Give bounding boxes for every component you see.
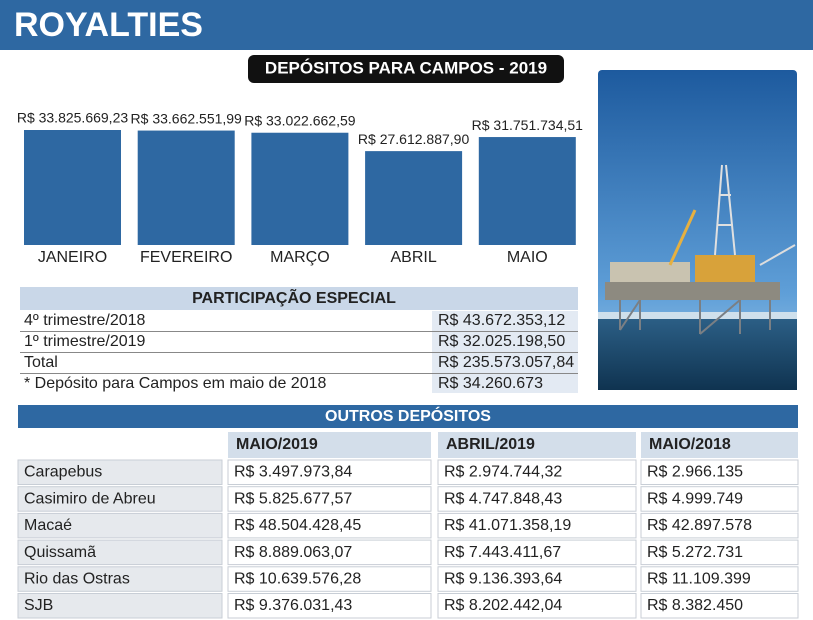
row-value: R$ 32.025.198,50 bbox=[438, 333, 565, 350]
category-label: JANEIRO bbox=[38, 249, 107, 266]
table-header-bg bbox=[20, 287, 578, 310]
cell-value: R$ 2.974.744,32 bbox=[444, 464, 562, 481]
cell-value: R$ 7.443.411,67 bbox=[444, 544, 561, 561]
header-title: ROYALTIES bbox=[14, 6, 203, 44]
bar bbox=[24, 130, 121, 245]
cell-value: R$ 2.966.135 bbox=[647, 464, 743, 481]
table-title: PARTICIPAÇÃO ESPECIAL bbox=[192, 287, 396, 307]
column-header-bg bbox=[228, 432, 431, 458]
cell-bg bbox=[17, 566, 223, 592]
cell-value: R$ 8.202.442,04 bbox=[444, 597, 562, 614]
platform-photo bbox=[598, 70, 797, 390]
cell-bg bbox=[437, 593, 637, 619]
cell-bg bbox=[17, 459, 223, 485]
category-label: MARÇO bbox=[270, 249, 330, 266]
cell-value: R$ 10.639.576,28 bbox=[234, 571, 361, 588]
bar bbox=[137, 130, 235, 245]
row-label: * Depósito para Campos em maio de 2018 bbox=[24, 375, 326, 392]
row-value: R$ 34.260.673 bbox=[438, 375, 543, 392]
row-label: 1º trimestre/2019 bbox=[24, 333, 146, 350]
cell-bg bbox=[17, 512, 223, 539]
cell-bg bbox=[227, 566, 432, 592]
cell-value: R$ 42.897.578 bbox=[647, 517, 752, 534]
row-label: 4º trimestre/2018 bbox=[24, 312, 146, 329]
cell-label: SJB bbox=[24, 597, 53, 614]
row-value: R$ 235.573.057,84 bbox=[438, 354, 574, 371]
cell-bg bbox=[17, 593, 223, 619]
cell-bg bbox=[437, 512, 637, 539]
cell-value: R$ 11.109.399 bbox=[647, 571, 751, 588]
cell-bg bbox=[227, 593, 432, 619]
value-label: R$ 27.612.887,90 bbox=[358, 131, 470, 147]
cell-bg bbox=[17, 539, 223, 566]
cell-label: Quissamã bbox=[24, 544, 96, 561]
cell-bg bbox=[640, 486, 799, 512]
column-header: MAIO/2019 bbox=[236, 436, 318, 453]
bar bbox=[251, 132, 349, 245]
category-label: FEVEREIRO bbox=[140, 249, 232, 266]
chart-title-box bbox=[248, 55, 564, 83]
column-header: MAIO/2018 bbox=[649, 436, 731, 453]
bar bbox=[478, 137, 576, 245]
cell-value: R$ 48.504.428,45 bbox=[234, 517, 361, 534]
cell-value: R$ 5.272.731 bbox=[647, 544, 743, 561]
cell-bg bbox=[640, 566, 799, 592]
value-label: R$ 33.825.669,23 bbox=[17, 110, 129, 126]
cell-bg bbox=[437, 539, 637, 566]
cell-value: R$ 3.497.973,84 bbox=[234, 464, 352, 481]
chart-title: DEPÓSITOS PARA CAMPOS - 2019 bbox=[265, 58, 547, 77]
cell-bg bbox=[437, 486, 637, 512]
cell-bg bbox=[227, 539, 432, 566]
cell-bg bbox=[227, 512, 432, 539]
cell-bg bbox=[437, 566, 637, 592]
cell-bg bbox=[640, 593, 799, 619]
cell-label: Casimiro de Abreu bbox=[24, 490, 156, 507]
column-header: ABRIL/2019 bbox=[446, 436, 535, 453]
table-title: OUTROS DEPÓSITOS bbox=[325, 406, 491, 425]
header-bar bbox=[0, 0, 813, 50]
column-header-bg bbox=[641, 432, 798, 458]
cell-value: R$ 9.376.031,43 bbox=[234, 597, 352, 614]
cell-value: R$ 41.071.358,19 bbox=[444, 517, 571, 534]
category-label: MAIO bbox=[507, 249, 548, 266]
cell-value: R$ 8.889.063,07 bbox=[234, 544, 352, 561]
row-label: Total bbox=[24, 354, 58, 371]
cell-value: R$ 8.382.450 bbox=[647, 597, 743, 614]
cell-label: Rio das Ostras bbox=[24, 571, 130, 588]
cell-value: R$ 5.825.677,57 bbox=[234, 490, 352, 507]
row-value: R$ 43.672.353,12 bbox=[438, 312, 565, 329]
bar bbox=[365, 151, 463, 245]
cell-bg bbox=[17, 486, 223, 512]
cell-bg bbox=[227, 486, 432, 512]
value-label: R$ 31.751.734,51 bbox=[472, 117, 584, 133]
cell-bg bbox=[227, 459, 432, 485]
cell-label: Macaé bbox=[24, 517, 72, 534]
cell-bg bbox=[437, 459, 637, 485]
cell-value: R$ 4.999.749 bbox=[647, 490, 743, 507]
cell-bg bbox=[640, 459, 799, 485]
cell-label: Carapebus bbox=[24, 464, 102, 481]
cell-value: R$ 9.136.393,64 bbox=[444, 571, 562, 588]
value-label: R$ 33.662.551,99 bbox=[131, 110, 243, 126]
cell-value: R$ 4.747.848,43 bbox=[444, 490, 562, 507]
column-header-bg bbox=[438, 432, 636, 458]
cell-bg bbox=[640, 539, 799, 566]
value-label: R$ 33.022.662,59 bbox=[244, 112, 356, 128]
category-label: ABRIL bbox=[390, 249, 436, 266]
cell-bg bbox=[640, 512, 799, 539]
table-header-bg bbox=[18, 405, 798, 428]
